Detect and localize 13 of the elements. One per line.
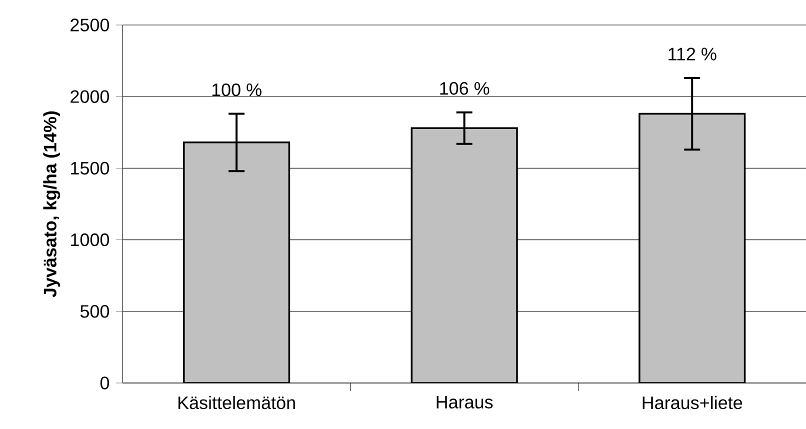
y-tick-label: 2000 bbox=[70, 90, 110, 103]
y-tick-label: 1000 bbox=[71, 233, 110, 246]
x-tick-label: Haraus+liete bbox=[642, 396, 742, 410]
x-tick-label: Käsittelemätön bbox=[178, 396, 295, 410]
x-tick-label: Haraus bbox=[436, 396, 493, 408]
y-tick-label: 500 bbox=[80, 305, 110, 318]
y-tick-label: 1500 bbox=[71, 162, 110, 175]
y-axis-title: Jyväsato, kg/ha (14%) bbox=[43, 111, 60, 298]
annotation: 106 % bbox=[440, 82, 490, 95]
annotation: 112 % bbox=[668, 48, 716, 60]
y-tick-label: 2500 bbox=[70, 18, 110, 32]
annotation: 100 % bbox=[212, 83, 262, 96]
y-tick-label: 0 bbox=[100, 376, 110, 390]
